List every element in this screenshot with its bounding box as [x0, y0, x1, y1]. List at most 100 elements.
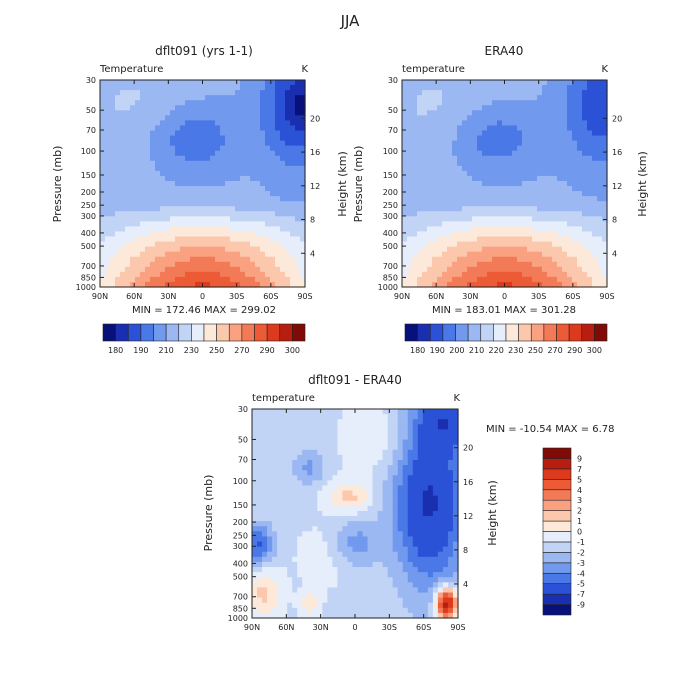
contour-cell	[412, 186, 418, 192]
contour-cell	[457, 110, 463, 116]
contour-cell	[537, 246, 543, 253]
contour-cell	[317, 414, 323, 420]
contour-cell	[195, 256, 201, 263]
contour-cell	[300, 95, 306, 101]
contour-cell	[467, 115, 473, 121]
contour-cell	[155, 251, 161, 258]
contour-cell	[402, 419, 409, 425]
contour-cell	[422, 276, 428, 283]
contour-cell	[537, 180, 543, 187]
contour-cell	[342, 572, 349, 578]
contour-cell	[100, 186, 106, 192]
contour-cell	[297, 434, 303, 441]
contour-cell	[275, 95, 281, 101]
contour-cell	[362, 531, 369, 538]
contour-cell	[452, 251, 458, 258]
contour-cell	[432, 160, 438, 167]
contour-cell	[292, 505, 298, 512]
contour-cell	[185, 221, 191, 228]
contour-cell	[412, 572, 419, 578]
contour-cell	[472, 130, 478, 137]
contour-cell	[547, 120, 553, 127]
contour-cell	[587, 125, 593, 132]
contour-cell	[442, 271, 448, 278]
contour-cell	[257, 531, 263, 538]
contour-cell	[150, 125, 156, 132]
contour-cell	[225, 231, 231, 238]
contour-cell	[487, 271, 493, 278]
contour-cell	[290, 276, 296, 283]
contour-cell	[577, 110, 583, 116]
contour-cell	[130, 211, 136, 217]
contour-cell	[295, 135, 301, 142]
contour-cell	[215, 261, 221, 268]
contour-cell	[140, 211, 146, 217]
contour-cell	[255, 115, 261, 121]
contour-cell	[115, 206, 121, 212]
contour-cell	[322, 429, 328, 436]
colorbar-swatch	[442, 323, 456, 342]
contour-cell	[150, 226, 156, 233]
contour-cell	[210, 231, 216, 238]
contour-cell	[130, 150, 136, 157]
contour-cell	[105, 241, 111, 248]
contour-cell	[502, 155, 508, 162]
contour-cell	[140, 145, 146, 152]
contour-cell	[427, 80, 433, 86]
contour-cell	[452, 266, 458, 273]
contour-cell	[125, 145, 131, 152]
contour-cell	[210, 256, 216, 263]
contour-cell	[412, 241, 418, 248]
contour-cell	[105, 221, 111, 228]
contour-cell	[412, 475, 419, 481]
contour-cell	[337, 490, 344, 497]
contour-cell	[285, 246, 291, 253]
contour-cell	[417, 135, 423, 142]
contour-cell	[307, 567, 313, 573]
contour-cell	[442, 180, 448, 187]
contour-cell	[275, 241, 281, 248]
contour-cell	[407, 459, 414, 466]
contour-cell	[557, 145, 563, 152]
contour-cell	[265, 80, 271, 86]
contour-cell	[557, 155, 563, 162]
contour-cell	[215, 216, 221, 222]
contour-cell	[427, 266, 433, 273]
contour-cell	[297, 424, 303, 430]
contour-cell	[532, 145, 538, 152]
contour-cell	[205, 155, 211, 162]
contour-cell	[140, 115, 146, 121]
contour-cell	[347, 577, 354, 583]
contour-cell	[507, 180, 513, 187]
contour-cell	[502, 150, 508, 157]
contour-cell	[282, 475, 288, 481]
contour-cell	[487, 165, 493, 172]
contour-cell	[180, 165, 186, 172]
contour-cell	[135, 130, 141, 137]
y-tick-label: 250	[383, 201, 398, 210]
contour-cell	[205, 221, 211, 228]
contour-cell	[165, 100, 171, 106]
contour-cell	[337, 551, 344, 558]
contour-cell	[402, 241, 408, 248]
contour-cell	[332, 424, 339, 430]
contour-cell	[282, 500, 288, 507]
contour-cell	[442, 206, 448, 212]
contour-cell	[255, 155, 261, 162]
contour-cell	[307, 495, 313, 502]
contour-cell	[290, 186, 296, 192]
contour-cell	[382, 470, 389, 476]
contour-cell	[160, 100, 166, 106]
contour-cell	[367, 459, 374, 466]
contour-cell	[225, 276, 231, 283]
contour-cell	[270, 160, 276, 167]
contour-cell	[422, 465, 429, 471]
contour-cell	[417, 419, 424, 425]
contour-cell	[387, 556, 394, 563]
contour-cell	[205, 216, 211, 222]
contour-cell	[562, 216, 568, 222]
contour-cell	[272, 475, 278, 481]
contour-cell	[567, 80, 573, 86]
contour-cell	[225, 256, 231, 263]
contour-cell	[347, 541, 354, 548]
